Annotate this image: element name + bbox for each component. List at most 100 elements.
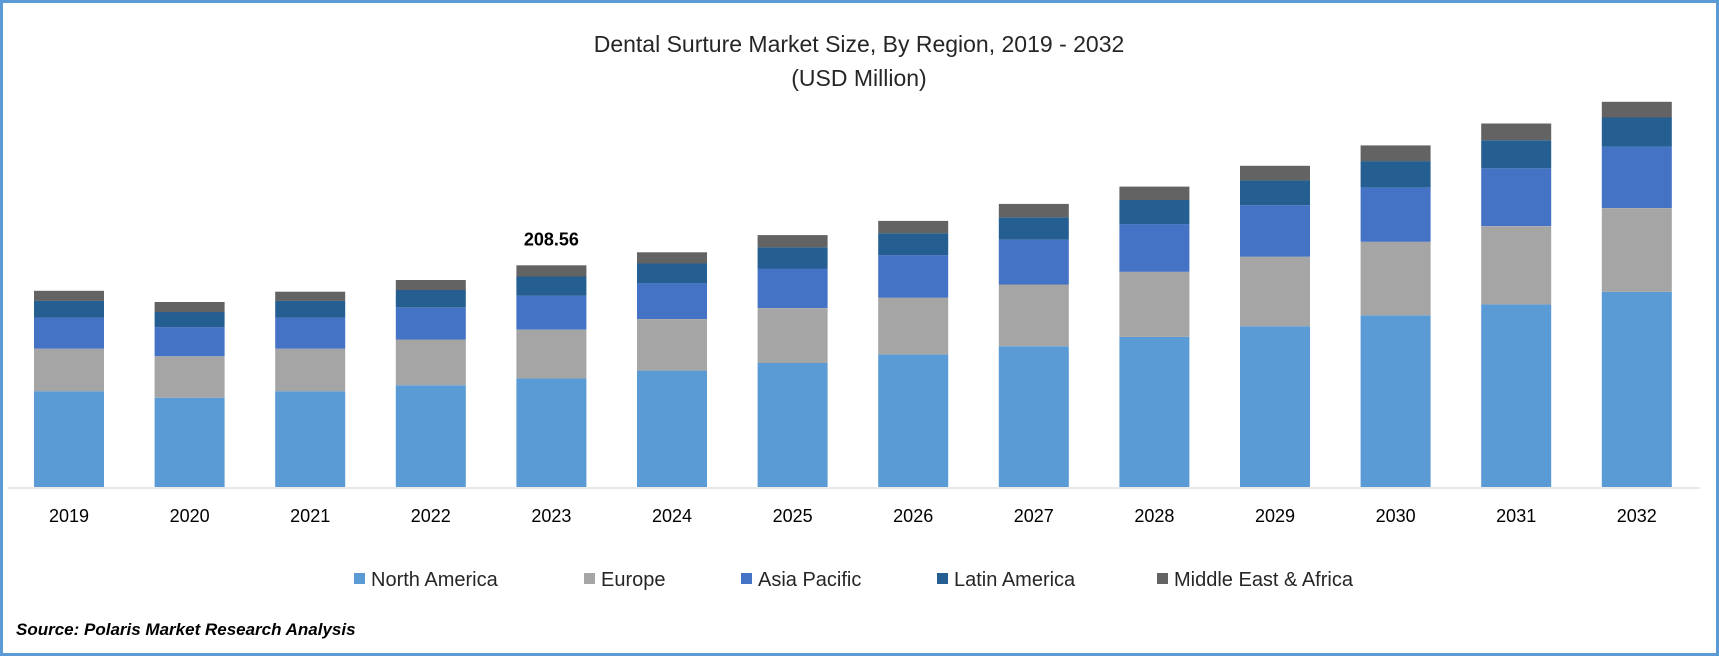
bar-2025-north-america — [757, 363, 828, 487]
bar-2030-latin-america — [1360, 161, 1431, 188]
chart-subtitle: (USD Million) — [791, 65, 926, 91]
bar-2030-middle-east-africa — [1360, 145, 1431, 162]
legend-label: Latin America — [954, 569, 1076, 591]
data-labels: 208.56 — [524, 229, 579, 249]
bar-2029-middle-east-africa — [1240, 165, 1310, 181]
bar-2027-north-america — [998, 346, 1069, 487]
legend-swatch-asia-pacific — [741, 573, 752, 584]
bar-2023-latin-america — [516, 276, 587, 296]
legend-label: Asia Pacific — [758, 569, 861, 591]
bar-2024-europe — [637, 319, 707, 371]
bar-2026-asia-pacific — [878, 255, 949, 298]
bar-2028-europe — [1119, 271, 1190, 337]
legend-label: Middle East & Africa — [1174, 569, 1354, 591]
bar-2019-middle-east-africa — [34, 290, 104, 301]
legend-label: North America — [371, 569, 499, 591]
legend-swatch-north-america — [354, 573, 365, 584]
bar-2019-asia-pacific — [34, 317, 104, 349]
bar-2028-asia-pacific — [1119, 224, 1190, 272]
bar-2032-europe — [1601, 208, 1672, 292]
x-tick-label: 2023 — [531, 506, 571, 526]
data-label-2023: 208.56 — [524, 229, 579, 249]
bar-2020-asia-pacific — [154, 327, 225, 357]
bar-2024-north-america — [637, 370, 707, 487]
bar-2030-europe — [1360, 241, 1431, 316]
bar-2021-latin-america — [275, 300, 346, 318]
bar-2019-latin-america — [34, 300, 104, 318]
legend-swatch-europe — [584, 573, 595, 584]
bar-2021-north-america — [275, 391, 346, 487]
x-tick-label: 2022 — [411, 506, 451, 526]
bar-2026-latin-america — [878, 233, 949, 256]
bar-2031-europe — [1481, 226, 1552, 305]
bar-2028-north-america — [1119, 336, 1190, 487]
bar-2020-north-america — [154, 397, 225, 487]
bar-2020-latin-america — [154, 312, 225, 328]
chart-title: Dental Surture Market Size, By Region, 2… — [594, 31, 1125, 57]
x-tick-label: 2029 — [1255, 506, 1295, 526]
bar-2027-latin-america — [998, 217, 1069, 240]
bar-2025-europe — [757, 308, 828, 363]
bar-2027-europe — [998, 284, 1069, 347]
bar-2020-middle-east-africa — [154, 302, 225, 313]
bar-2019-europe — [34, 348, 104, 392]
bar-2026-north-america — [878, 354, 949, 487]
bar-2031-north-america — [1481, 304, 1552, 487]
bar-2026-middle-east-africa — [878, 220, 949, 234]
legend-swatch-latin-america — [937, 573, 948, 584]
x-tick-label: 2026 — [893, 506, 933, 526]
bar-2032-north-america — [1601, 291, 1672, 487]
x-tick-label: 2019 — [49, 506, 89, 526]
source-note: Source: Polaris Market Research Analysis — [16, 620, 356, 639]
x-tick-label: 2025 — [773, 506, 813, 526]
bar-2022-europe — [395, 339, 466, 386]
x-tick-label: 2030 — [1376, 506, 1416, 526]
bars-group — [34, 101, 1672, 487]
bar-2024-asia-pacific — [637, 283, 707, 319]
x-axis-ticks: 2019 2020 2021 2022 2023 2024 2025 2026 2027 2028… — [49, 506, 1657, 526]
x-tick-label: 2020 — [170, 506, 210, 526]
bar-2023-asia-pacific — [516, 295, 587, 330]
bar-2028-latin-america — [1119, 200, 1190, 225]
bar-2030-north-america — [1360, 315, 1431, 487]
x-tick-label: 2028 — [1134, 506, 1174, 526]
legend-swatch-middle-east-africa — [1157, 573, 1168, 584]
legend-label: Europe — [601, 569, 666, 591]
bar-2019-north-america — [34, 391, 104, 487]
bar-2024-latin-america — [637, 263, 707, 284]
x-tick-label: 2024 — [652, 506, 692, 526]
bar-2027-middle-east-africa — [998, 203, 1069, 218]
x-tick-label: 2032 — [1617, 506, 1657, 526]
bar-2022-middle-east-africa — [395, 280, 466, 291]
x-tick-label: 2021 — [290, 506, 330, 526]
legend: North America Europe Asia Pacific Latin Ame… — [354, 569, 1354, 591]
bar-2025-latin-america — [757, 247, 828, 269]
bar-2023-europe — [516, 329, 587, 379]
bar-2021-middle-east-africa — [275, 291, 346, 301]
bar-2023-north-america — [516, 378, 587, 487]
bar-2029-latin-america — [1240, 180, 1310, 206]
bar-2032-latin-america — [1601, 117, 1672, 147]
bar-2026-europe — [878, 297, 949, 355]
bar-2031-asia-pacific — [1481, 168, 1552, 227]
bar-2031-latin-america — [1481, 140, 1552, 169]
bar-2029-north-america — [1240, 326, 1310, 487]
bar-2032-middle-east-africa — [1601, 101, 1672, 118]
bar-2030-asia-pacific — [1360, 187, 1431, 242]
bar-2022-asia-pacific — [395, 307, 466, 340]
bar-2023-middle-east-africa — [516, 265, 587, 277]
bar-2022-latin-america — [395, 290, 466, 308]
bar-2025-middle-east-africa — [757, 235, 828, 248]
bar-2021-europe — [275, 348, 346, 392]
bar-2020-europe — [154, 356, 225, 398]
bar-2032-asia-pacific — [1601, 146, 1672, 208]
bar-2021-asia-pacific — [275, 317, 346, 349]
bar-2029-europe — [1240, 256, 1310, 327]
bar-2022-north-america — [395, 385, 466, 487]
bar-2031-middle-east-africa — [1481, 123, 1552, 141]
bar-2029-asia-pacific — [1240, 205, 1310, 257]
bar-2024-middle-east-africa — [637, 252, 707, 264]
x-tick-label: 2027 — [1014, 506, 1054, 526]
x-tick-label: 2031 — [1496, 506, 1536, 526]
